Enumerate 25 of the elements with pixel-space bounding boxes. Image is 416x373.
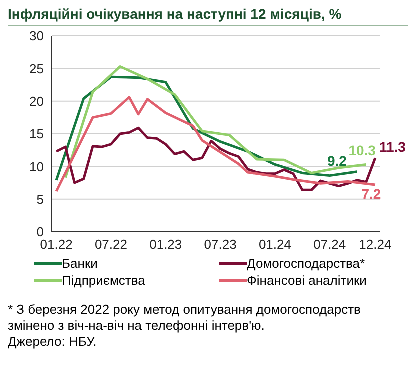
y-tick-label: 30 [30,28,44,44]
data-label: 10.3 [348,142,376,159]
x-tick-label: 01.23 [150,237,182,252]
chart-title: Інфляційні очікування на наступні 12 місяців, % [8,6,408,26]
data-label: 11.3 [379,139,406,156]
legend-label: Домогосподарства* [247,256,366,271]
x-tick-label: 12.24 [359,237,392,252]
legend-label: Фінансові аналітики [247,273,367,288]
y-tick-label: 0 [36,224,44,240]
legend-label: Підприємства [62,273,146,288]
y-tick-label: 10 [30,159,44,174]
x-tick-label: 01.22 [40,237,73,252]
x-tick-label: 07.24 [314,237,346,252]
y-tick-label: 5 [36,192,44,207]
text: Джерело: НБУ. [8,334,98,350]
data-label: 9.2 [327,152,348,169]
x-tick-label: 07.22 [94,237,128,252]
x-tick-label: 07.23 [204,237,237,252]
text: * З березня 2022 року метод опитування домогосподарств змінено з віч-на-віч на телефонні інтерв'ю. [8,302,362,334]
y-tick-label: 25 [30,61,44,76]
y-tick-label: 15 [30,126,44,142]
x-tick-label: 01.24 [258,237,292,252]
y-tick-label: 20 [30,94,44,109]
legend-label: Банки [62,256,98,271]
data-label: 7.2 [362,186,382,202]
